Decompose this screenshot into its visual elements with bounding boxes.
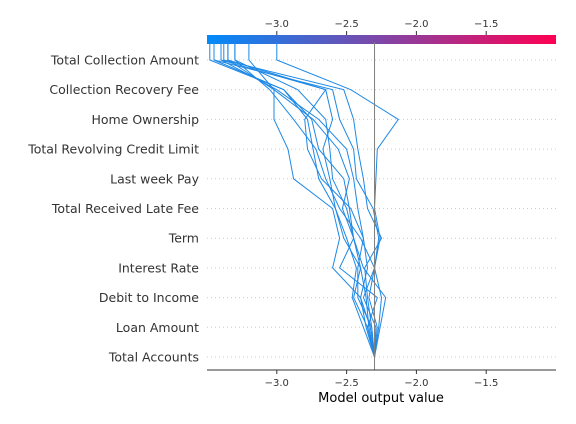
top-tick-label: −1.5 — [474, 19, 498, 30]
feature-label: Last week Pay — [110, 171, 199, 186]
feature-label: Collection Recovery Fee — [49, 82, 199, 97]
decision-line — [209, 42, 375, 370]
top-tick-label: −2.0 — [404, 19, 428, 30]
feature-label: Interest Rate — [118, 260, 199, 275]
top-axis: −3.0 −2.5 −2.0 −1.5 — [265, 19, 498, 35]
bottom-tick-label: −2.5 — [334, 378, 358, 389]
top-tick-label: −3.0 — [265, 19, 289, 30]
colorbar — [207, 35, 556, 44]
feature-label: Debit to Income — [99, 290, 199, 305]
feature-label: Loan Amount — [116, 320, 199, 335]
bottom-axis: −3.0 −2.5 −2.0 −1.5 — [207, 369, 556, 389]
feature-labels: Total Accounts Loan Amount Debit to Income… — [27, 53, 199, 365]
top-tick-label: −2.5 — [334, 19, 358, 30]
bottom-tick-label: −3.0 — [265, 378, 289, 389]
feature-label: Term — [168, 231, 199, 246]
feature-label: Total Collection Amount — [50, 53, 199, 68]
x-axis-title: Model output value — [318, 391, 444, 406]
decision-line — [234, 42, 387, 370]
feature-label: Total Revolving Credit Limit — [27, 142, 199, 157]
decision-line — [276, 42, 400, 370]
decision-line — [234, 42, 383, 370]
grid-lines — [207, 59, 556, 358]
feature-label: Total Received Late Fee — [51, 201, 199, 216]
decision-line — [248, 42, 375, 370]
decision-lines — [209, 42, 400, 370]
decision-line — [213, 42, 380, 370]
bottom-tick-label: −2.0 — [404, 378, 428, 389]
bottom-tick-label: −1.5 — [474, 378, 498, 389]
feature-label: Home Ownership — [91, 112, 199, 127]
decision-line — [220, 42, 375, 370]
decision-line — [220, 42, 375, 370]
feature-label: Total Accounts — [108, 350, 199, 365]
